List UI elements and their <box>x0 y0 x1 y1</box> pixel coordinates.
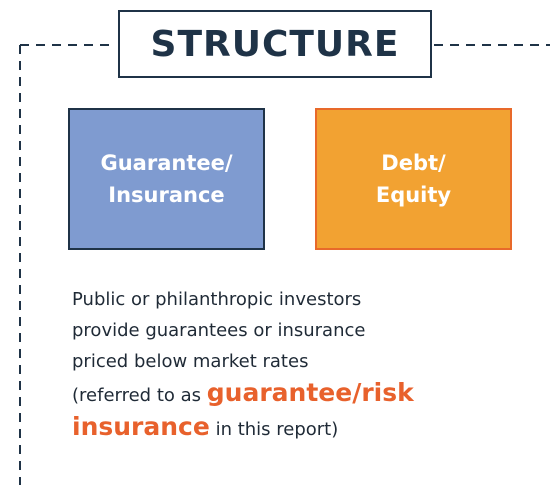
desc-line: priced below market rates <box>72 351 309 372</box>
frame-line <box>19 44 550 485</box>
desc-line: insurance in this report) <box>72 411 542 445</box>
desc-text: in this report) <box>215 419 339 440</box>
title: STRUCTURE <box>118 10 432 78</box>
description: Public or philanthropic investors provid… <box>72 284 542 445</box>
desc-line: provide guarantees or insurance <box>72 320 366 341</box>
debt-box: Debt/ Equity <box>315 108 512 250</box>
highlight: insurance <box>72 412 210 441</box>
box-label: Equity <box>375 183 452 207</box>
desc-text: (referred to as <box>72 385 202 406</box>
desc-line: Public or philanthropic investors <box>72 289 362 310</box>
box-label: Guarantee/ <box>100 151 233 175</box>
box-label: Insurance <box>108 183 225 207</box>
guarantee-box: Guarantee/ Insurance <box>68 108 265 250</box>
highlight: guarantee/risk <box>206 378 414 407</box>
desc-line: (referred to as guarantee/risk <box>72 377 542 411</box>
box-label: Debt/ <box>381 151 446 175</box>
